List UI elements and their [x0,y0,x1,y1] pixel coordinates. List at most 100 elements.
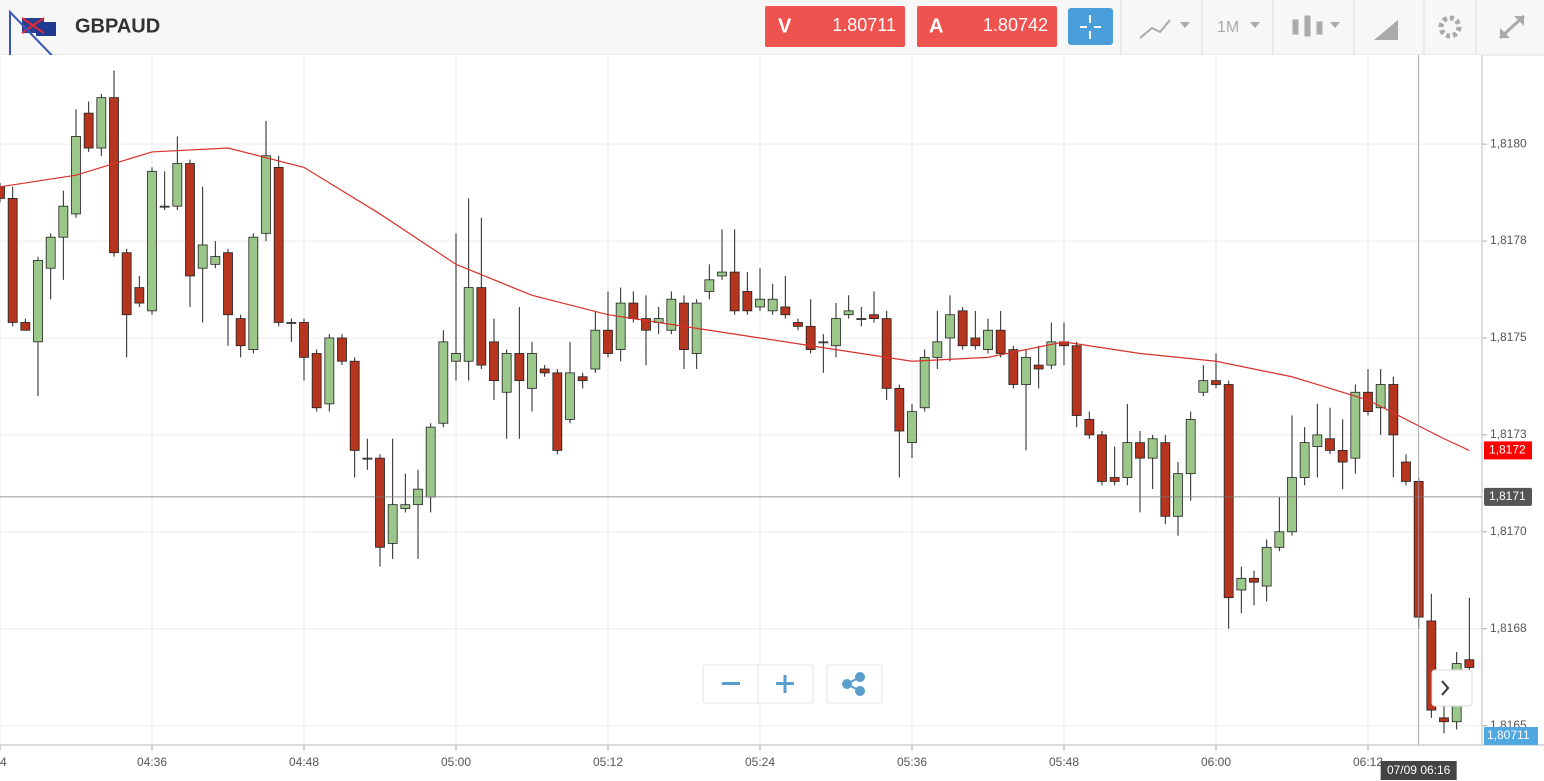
candle-body [299,322,309,358]
sell-button[interactable] [765,6,905,47]
candle-body [970,337,981,347]
candle-body [1097,434,1107,482]
tool-icons[interactable] [1139,14,1526,40]
candle-body [514,353,525,382]
candle-body [1122,442,1133,478]
candle-body [134,287,145,304]
crosshair-button[interactable] [1068,8,1113,45]
x-tick-label: 06:00 [1201,755,1231,769]
scroll-icon [1441,680,1450,696]
y-tick-label: 1,8178 [1490,233,1527,247]
candle-body [603,329,613,354]
candle-body [818,341,829,344]
candle-body [717,271,727,277]
candle-body [7,198,18,323]
candle-body [767,298,778,312]
crosshair-x-label: 07/09 06:16 [1387,763,1451,777]
candle-body [666,298,677,331]
candle-body [1426,620,1437,711]
candle-body [1160,442,1171,517]
candle-body [349,360,360,451]
candle-body [1299,442,1310,478]
candle-body [1109,477,1120,482]
candle-body [273,167,284,323]
timeframe[interactable]: 1M [1217,19,1239,36]
candle-body [172,163,183,207]
candle-body [995,329,1006,354]
candle-body [324,337,335,405]
share[interactable] [842,672,865,696]
x-tick-label: 04:36 [137,755,167,769]
candle-body [704,279,715,292]
candle-body [856,318,867,320]
sell-price: 1.80711 [832,15,896,35]
candle-body [20,322,31,331]
candle-body [261,155,271,234]
candle-body [1071,345,1082,416]
candle-body [527,353,537,389]
candle-body [311,353,322,409]
candle-body [1033,364,1044,370]
candle-body [869,314,879,319]
candle-body [96,97,107,149]
x-tick-label: 24 [0,755,7,769]
candle-body [1249,577,1259,583]
candle-body [1198,380,1209,393]
buy-letter: A [929,15,943,37]
candle-body [438,341,449,424]
candle-body [476,287,487,366]
symbol: GBPAUD [75,15,160,37]
candle-body [1388,384,1399,436]
candle-body [425,426,436,498]
candle-body [919,356,930,409]
candle-body [1274,531,1285,548]
zoom-out[interactable] [722,682,740,685]
candle-body [641,318,651,331]
candle-body [1401,461,1411,482]
candle-body [463,287,474,362]
candle-body [894,387,905,432]
plot: 1,81651,81681,81701,81731,81751,81781,81… [0,55,1544,780]
candle-body [387,504,398,544]
candle-body [1439,717,1449,723]
candle-body [337,337,347,362]
x-tick-label: 05:48 [1049,755,1079,769]
candle-body [793,322,803,327]
sell-letter: V [778,15,792,37]
x-tick-label: 06:12 [1353,755,1383,769]
candle-body [945,314,955,339]
crosshair-y-label: 1,8171 [1489,489,1526,503]
scroll-right[interactable] [1431,669,1473,707]
candle-body [552,372,563,451]
candle-body [780,306,791,316]
bid-badge [1484,727,1538,745]
crosshair-y-badge [1484,487,1532,506]
candle-body [235,318,246,347]
candle-body [45,236,56,269]
candle-body [83,112,94,149]
candle-body [628,302,639,319]
candle-body [932,341,943,358]
x-tick-label: 05:00 [441,755,471,769]
candle-body [805,325,816,351]
candle-body [1185,418,1196,475]
candle-body [1021,356,1031,385]
buy-price: 1.80742 [983,15,1048,35]
candle-body [742,291,753,312]
candle-body [1337,449,1348,463]
candle-body [109,97,119,254]
candle-body [1287,477,1297,533]
candle-body [0,186,5,199]
buy-button[interactable] [917,6,1057,47]
candle-body [1008,349,1019,385]
candle-body [248,236,259,351]
y-tick-label: 1,8170 [1490,524,1527,538]
candle-body [159,205,170,208]
candle-body [147,170,157,312]
candle-body [1135,442,1145,459]
zoom-in[interactable] [776,675,794,693]
x-tick-label: 04:48 [289,755,319,769]
candle-body [983,329,993,351]
candle-body [185,163,195,277]
